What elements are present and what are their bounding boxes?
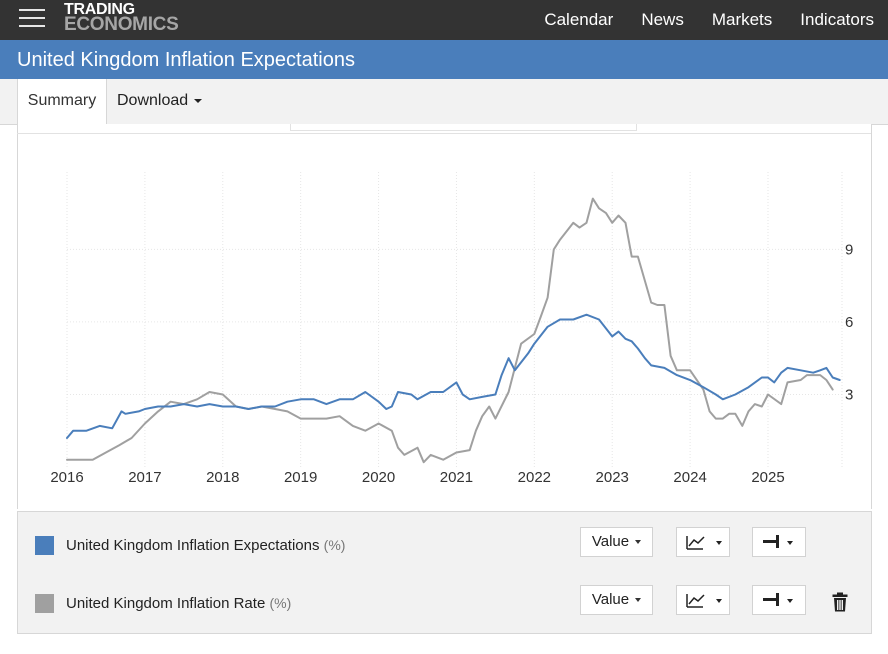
legend-row: United Kingdom Inflation Expectations (%… [18,514,871,574]
line-chart-icon [686,536,722,550]
value-dropdown-label: Value [591,533,630,550]
trading-economics-logo[interactable]: TRADING ECONOMICS [64,1,179,35]
x-tick-label: 2017 [128,469,161,486]
x-tick-label: 2025 [751,469,784,486]
page-title: United Kingdom Inflation Expectations [17,49,355,71]
series-unit: (%) [269,595,292,611]
x-tick-label: 2022 [518,469,551,486]
nav-news[interactable]: News [641,10,684,29]
x-tick-label: 2016 [50,469,83,486]
nav-indicators[interactable]: Indicators [800,10,874,29]
series-name-text: United Kingdom Inflation Rate [66,595,266,612]
tab-download-label: Download [117,92,189,109]
tab-summary[interactable]: Summary [17,79,107,125]
value-dropdown[interactable]: Value [580,585,653,615]
title-bar: United Kingdom Inflation Expectations [0,40,888,79]
tab-summary-label: Summary [27,92,97,109]
axis-dropdown[interactable] [752,585,806,615]
series-line[interactable] [66,197,834,464]
series-unit: (%) [323,537,346,553]
chart-type-dropdown[interactable] [676,585,730,615]
line-chart-icon [686,594,722,608]
x-tick-label: 2018 [206,469,239,486]
x-tick-label: 2021 [440,469,473,486]
series-name-text: United Kingdom Inflation Expectations [66,537,320,554]
series-color-swatch [35,594,54,613]
chart-panel [17,124,872,509]
y-tick-label: 3 [845,386,853,403]
series-legend: United Kingdom Inflation Expectations (%… [17,511,872,634]
value-dropdown[interactable]: Value [580,527,653,557]
chevron-down-icon [194,98,203,103]
series-name: United Kingdom Inflation Expectations (%… [66,537,345,554]
main-nav: Calendar News Markets Indicators [516,0,874,40]
logo-line-2: ECONOMICS [64,14,179,35]
chart-toolbar-outline [290,124,637,131]
logo-line-1: TRADING [64,1,135,18]
top-navbar: TRADING ECONOMICS Calendar News Markets … [0,0,888,40]
menu-bar [19,17,45,19]
tab-download[interactable]: Download [117,79,203,124]
hamburger-menu-icon[interactable] [19,7,45,29]
series-name: United Kingdom Inflation Rate (%) [66,595,291,612]
series-line[interactable] [66,313,841,439]
nav-calendar[interactable]: Calendar [544,10,614,29]
nav-markets[interactable]: Markets [711,10,773,29]
trash-icon[interactable] [832,592,848,612]
axis-side-icon [763,593,793,606]
y-tick-label: 6 [845,314,853,331]
divider [17,133,871,134]
series-color-swatch [35,536,54,555]
chart-type-dropdown[interactable] [676,527,730,557]
value-dropdown-label: Value [591,591,630,608]
inflation-chart[interactable]: 2016 2017 2018 2019 2020 2021 2022 2023 2024 2025… [0,0,888,510]
legend-row: United Kingdom Inflation Rate (%) Value [18,574,871,634]
x-tick-label: 2023 [596,469,629,486]
axis-dropdown[interactable] [752,527,806,557]
chevron-down-icon [635,598,642,603]
chevron-down-icon [635,540,642,545]
x-tick-label: 2019 [284,469,317,486]
y-tick-label: 9 [845,241,853,258]
menu-bar [19,25,45,27]
x-tick-label: 2024 [673,469,706,486]
menu-bar [19,9,45,11]
axis-side-icon [763,535,793,548]
x-tick-label: 2020 [362,469,395,486]
